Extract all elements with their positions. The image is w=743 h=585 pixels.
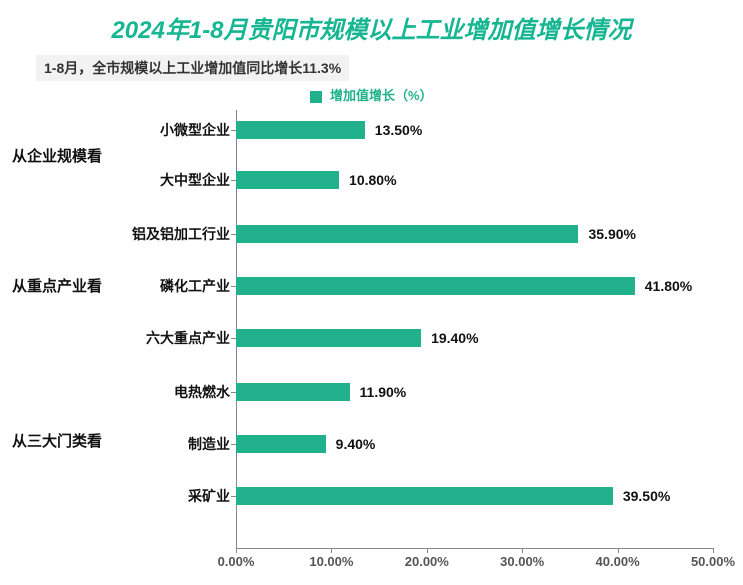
bar-label: 铝及铝加工行业: [100, 222, 230, 246]
bar-value-label: 11.90%: [360, 384, 407, 400]
bar-plot: 11.90%: [236, 380, 713, 404]
x-tick: 50.00%: [691, 554, 735, 569]
y-tick-mark: [231, 338, 236, 339]
chart-subtitle: 1-8月，全市规模以上工业增加值同比增长11.3%: [36, 55, 349, 81]
legend-swatch: [310, 91, 322, 103]
bar-value-label: 41.80%: [645, 278, 692, 294]
bar-value-label: 13.50%: [375, 122, 422, 138]
bar-label: 大中型企业: [100, 168, 230, 192]
bar-label: 小微型企业: [100, 118, 230, 142]
chart-title: 2024年1-8月贵阳市规模以上工业增加值增长情况: [0, 0, 743, 45]
bar: 19.40%: [236, 329, 421, 347]
group-label: 从三大门类看: [12, 430, 102, 451]
x-tick: 10.00%: [309, 554, 353, 569]
bar-plot: 35.90%: [236, 222, 713, 246]
y-tick-mark: [231, 130, 236, 131]
bar-plot: 19.40%: [236, 326, 713, 350]
bar-label: 磷化工产业: [100, 274, 230, 298]
bar-plot: 39.50%: [236, 484, 713, 508]
x-tick: 0.00%: [218, 554, 255, 569]
bar-row: 六大重点产业19.40%: [120, 326, 723, 350]
bar-plot: 9.40%: [236, 432, 713, 456]
x-tick: 20.00%: [405, 554, 449, 569]
group-label: 从企业规模看: [12, 145, 102, 166]
group-label: 从重点产业看: [12, 275, 102, 296]
x-tick-mark: [331, 548, 332, 553]
bar: 41.80%: [236, 277, 635, 295]
bar-row: 小微型企业13.50%: [120, 118, 723, 142]
bar: 13.50%: [236, 121, 365, 139]
bar-row: 电热燃水11.90%: [120, 380, 723, 404]
x-axis-line: [236, 548, 713, 549]
bar-label: 六大重点产业: [100, 326, 230, 350]
x-tick-mark: [427, 548, 428, 553]
bar-value-label: 39.50%: [623, 488, 670, 504]
bar-row: 铝及铝加工行业35.90%: [120, 222, 723, 246]
bar: 11.90%: [236, 383, 350, 401]
legend: 增加值增长（%）: [0, 85, 743, 104]
bar-plot: 41.80%: [236, 274, 713, 298]
x-tick-mark: [713, 548, 714, 553]
y-tick-mark: [231, 496, 236, 497]
bar-plot: 13.50%: [236, 118, 713, 142]
y-tick-mark: [231, 180, 236, 181]
bar-row: 大中型企业10.80%: [120, 168, 723, 192]
bar-label: 制造业: [100, 432, 230, 456]
bar-value-label: 9.40%: [336, 436, 376, 452]
bar-value-label: 10.80%: [349, 172, 396, 188]
x-tick: 30.00%: [500, 554, 544, 569]
y-tick-mark: [231, 392, 236, 393]
bar-label: 采矿业: [100, 484, 230, 508]
bar-row: 采矿业39.50%: [120, 484, 723, 508]
x-tick: 40.00%: [596, 554, 640, 569]
bar: 35.90%: [236, 225, 578, 243]
legend-label: 增加值增长（%）: [330, 88, 433, 103]
bar-row: 制造业9.40%: [120, 432, 723, 456]
x-tick-mark: [236, 548, 237, 553]
bar-row: 磷化工产业41.80%: [120, 274, 723, 298]
x-axis: 0.00%10.00%20.00%30.00%40.00%50.00%: [236, 554, 713, 584]
x-tick-mark: [618, 548, 619, 553]
bar-value-label: 19.40%: [431, 330, 478, 346]
y-tick-mark: [231, 234, 236, 235]
bar-label: 电热燃水: [100, 380, 230, 404]
bar: 10.80%: [236, 171, 339, 189]
bar: 9.40%: [236, 435, 326, 453]
bar-value-label: 35.90%: [588, 226, 635, 242]
y-tick-mark: [231, 286, 236, 287]
x-tick-mark: [522, 548, 523, 553]
bar: 39.50%: [236, 487, 613, 505]
y-tick-mark: [231, 444, 236, 445]
bar-plot: 10.80%: [236, 168, 713, 192]
